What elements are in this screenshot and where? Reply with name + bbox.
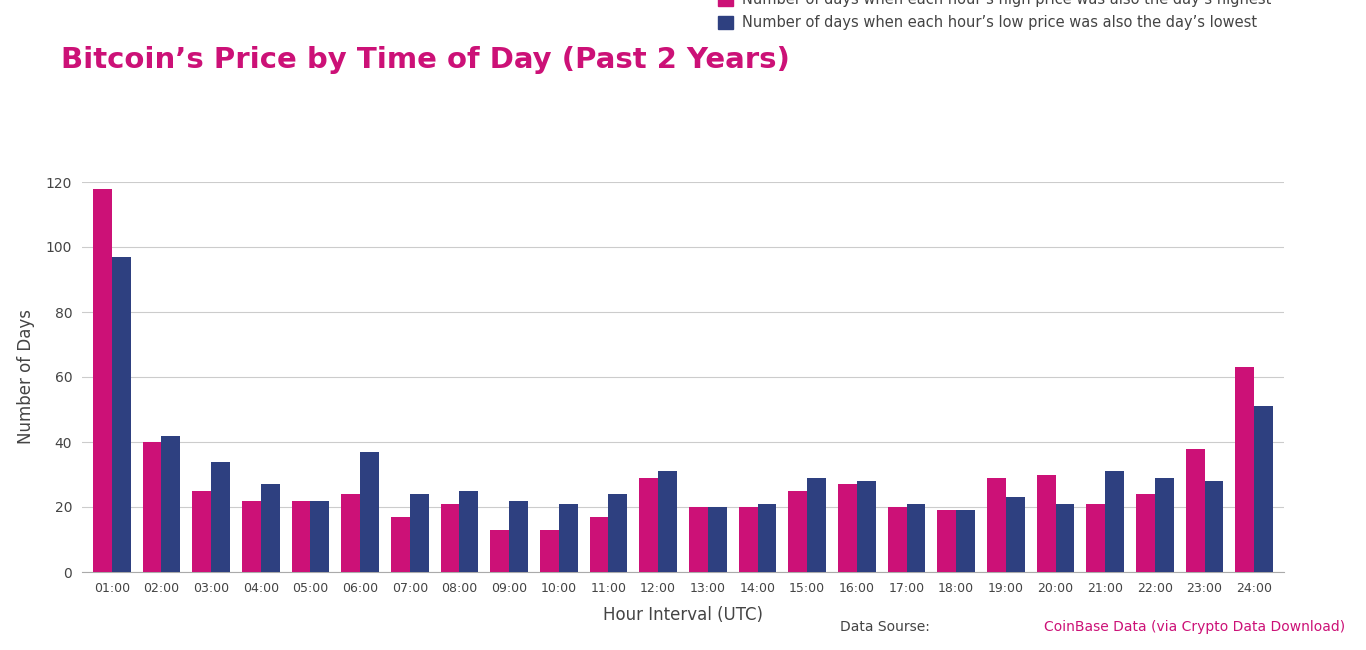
Bar	[590, 517, 608, 572]
Bar	[391, 517, 410, 572]
Bar	[1037, 474, 1056, 572]
Bar	[1005, 497, 1024, 572]
Bar	[310, 500, 329, 572]
Bar	[142, 442, 161, 572]
Bar	[212, 462, 229, 572]
Bar	[112, 257, 131, 572]
Bar	[688, 507, 708, 572]
Bar	[291, 500, 310, 572]
Legend: Number of days when each hour’s high price was also the day’s highest, Number of: Number of days when each hour’s high pri…	[713, 0, 1277, 36]
Bar	[540, 530, 559, 572]
Bar	[788, 491, 807, 572]
Text: Data Sourse:: Data Sourse:	[840, 619, 930, 634]
Bar	[888, 507, 907, 572]
Bar	[410, 494, 429, 572]
Bar	[758, 504, 776, 572]
Bar	[1105, 471, 1124, 572]
Bar	[559, 504, 578, 572]
X-axis label: Hour Interval (UTC): Hour Interval (UTC)	[602, 606, 764, 624]
Bar	[510, 500, 529, 572]
Text: CoinBase Data (via Crypto Data Download): CoinBase Data (via Crypto Data Download)	[1045, 619, 1346, 634]
Bar	[956, 510, 975, 572]
Bar	[161, 436, 180, 572]
Bar	[937, 510, 956, 572]
Bar	[261, 484, 280, 572]
Bar	[1086, 504, 1105, 572]
Bar	[490, 530, 510, 572]
Bar	[658, 471, 678, 572]
Bar	[1186, 448, 1205, 572]
Bar	[93, 188, 112, 572]
Bar	[608, 494, 627, 572]
Bar	[907, 504, 925, 572]
Y-axis label: Number of Days: Number of Days	[16, 309, 34, 445]
Text: Bitcoin’s Price by Time of Day (Past 2 Years): Bitcoin’s Price by Time of Day (Past 2 Y…	[61, 46, 791, 73]
Bar	[441, 504, 459, 572]
Bar	[1254, 406, 1273, 572]
Bar	[459, 491, 478, 572]
Bar	[242, 500, 261, 572]
Bar	[1056, 504, 1075, 572]
Bar	[342, 494, 361, 572]
Bar	[361, 452, 378, 572]
Bar	[807, 478, 826, 572]
Bar	[708, 507, 727, 572]
Bar	[739, 507, 758, 572]
Bar	[193, 491, 212, 572]
Bar	[1205, 481, 1224, 572]
Bar	[856, 481, 876, 572]
Bar	[639, 478, 658, 572]
Bar	[1154, 478, 1173, 572]
Bar	[837, 484, 856, 572]
Bar	[1137, 494, 1154, 572]
Bar	[988, 478, 1005, 572]
Bar	[1235, 367, 1254, 572]
